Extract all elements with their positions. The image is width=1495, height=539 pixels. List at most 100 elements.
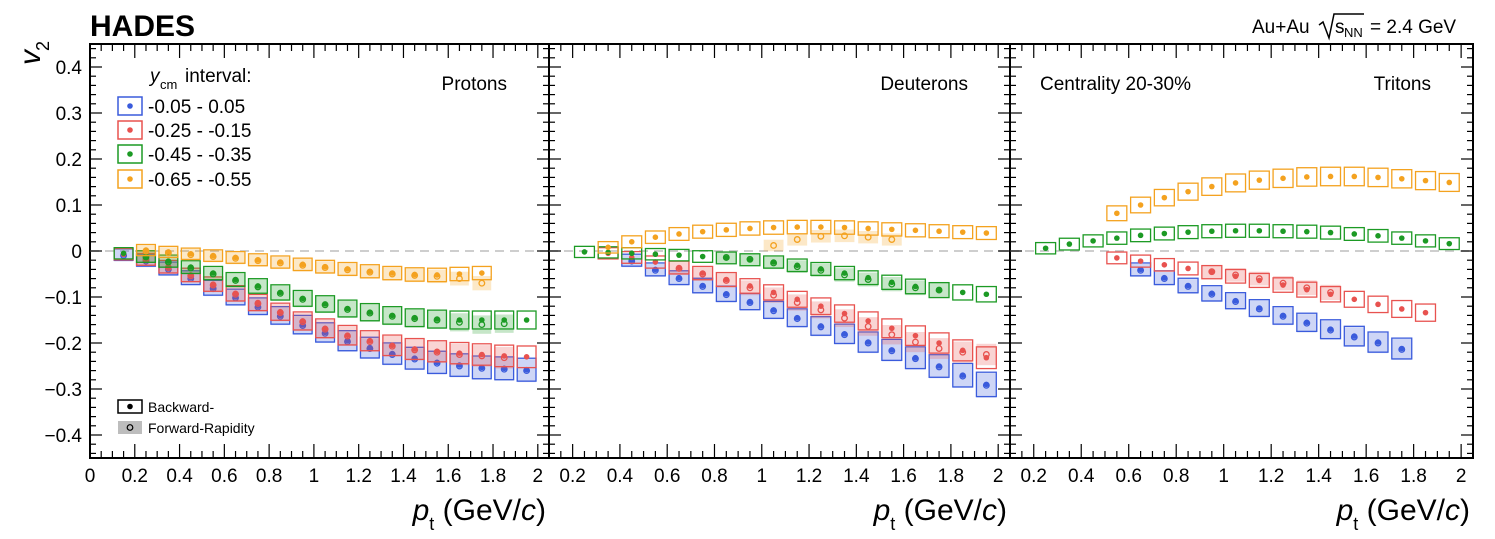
backward-sys-box	[247, 253, 268, 267]
x-tick-label: 1	[756, 466, 767, 487]
backward-point	[344, 337, 351, 344]
backward-sys-box	[904, 223, 927, 238]
backward-point	[1185, 282, 1191, 289]
backward-point	[434, 272, 440, 278]
y-tick-label: 0.2	[56, 150, 82, 171]
y-axis-label-main: v	[14, 48, 47, 65]
backward-point	[676, 264, 682, 271]
backward-point	[1209, 290, 1215, 297]
backward-sys-box	[786, 219, 808, 235]
backward-sys-box	[833, 220, 856, 235]
backward-sys-box	[1319, 319, 1342, 340]
backward-point	[1280, 312, 1286, 319]
legend-title-sub: cm	[160, 77, 177, 92]
x-tick-label: 1.6	[890, 466, 916, 487]
backward-sys-box	[621, 235, 643, 249]
backward-point	[1327, 229, 1334, 236]
backward-sys-box	[1296, 167, 1318, 187]
backward-point	[1327, 291, 1334, 298]
x-tick-label: 0.8	[1163, 466, 1189, 487]
forward-marker-label: Forward-Rapidity	[148, 420, 255, 436]
backward-point	[1114, 255, 1120, 261]
backward-point	[818, 266, 824, 272]
backward-sys-box	[1177, 277, 1199, 294]
backward-sys-box	[763, 284, 785, 301]
backward-point	[1351, 173, 1358, 180]
backward-point	[1303, 228, 1310, 235]
backward-sys-box	[1391, 168, 1413, 189]
backward-sys-box	[786, 290, 808, 308]
backward-point	[959, 347, 966, 354]
backward-sys-box	[203, 249, 224, 263]
forward-point	[888, 236, 896, 243]
backward-sys-box	[810, 297, 832, 316]
x-tick-label: 0.4	[166, 466, 193, 487]
backward-point	[277, 289, 284, 296]
forward-sys-box	[858, 317, 879, 336]
x-axis-label: pt (GeV/c)	[1336, 494, 1470, 534]
backward-sys-box	[494, 310, 515, 330]
backward-sys-box	[692, 265, 714, 281]
x-tick-label: 1.4	[843, 466, 870, 487]
legend-dot-c065	[127, 176, 133, 182]
centrality-label: Centrality 20-30%	[1040, 74, 1191, 95]
forward-sys-box	[763, 239, 784, 252]
backward-sys-box	[1153, 257, 1175, 272]
backward-point	[1280, 228, 1286, 235]
backward-sys-box	[810, 261, 832, 277]
backward-sys-box	[292, 289, 313, 307]
forward-sys-box	[881, 325, 902, 345]
backward-point	[299, 261, 306, 268]
backward-sys-box	[1296, 312, 1318, 333]
panel-title: Deuterons	[880, 74, 968, 95]
backward-sys-box	[1367, 295, 1389, 314]
backward-point	[1280, 282, 1286, 288]
backward-point	[187, 264, 194, 270]
series-c065	[1106, 166, 1460, 222]
backward-point	[1303, 319, 1310, 326]
backward-point	[299, 295, 306, 302]
backward-sys-box	[763, 255, 785, 269]
backward-sys-box	[1414, 234, 1437, 248]
backward-sys-box	[1438, 237, 1460, 251]
legend-dot-c045	[127, 151, 133, 157]
backward-sys-box	[668, 248, 690, 262]
backward-sys-box	[881, 318, 903, 339]
backward-point	[770, 289, 777, 296]
backward-sys-box	[1367, 228, 1389, 243]
backward-marker-label: Backward-	[148, 399, 214, 415]
backward-sys-box	[1296, 281, 1318, 298]
forward-marker-box	[118, 421, 142, 434]
backward-sys-box	[763, 300, 785, 319]
backward-point	[299, 318, 306, 324]
backward-sys-box	[739, 253, 761, 267]
backward-point	[389, 312, 396, 319]
legend-dot-c005	[127, 103, 133, 109]
backward-sys-box	[1367, 331, 1389, 353]
backward-point	[747, 298, 753, 305]
backward-point	[434, 316, 440, 322]
forward-sys-box	[472, 276, 492, 291]
backward-point	[794, 262, 801, 269]
backward-point	[959, 229, 966, 235]
backward-point	[1375, 233, 1381, 239]
backward-sys-box	[382, 334, 403, 357]
backward-point	[936, 228, 942, 235]
backward-sys-box	[857, 311, 879, 331]
forward-sys-box	[450, 271, 469, 286]
experiment-label: HADES	[90, 10, 195, 43]
x-tick-label: 1.8	[480, 466, 506, 487]
x-tick-label: 1.2	[796, 466, 822, 487]
backward-point	[322, 325, 328, 332]
backward-point	[1114, 235, 1120, 241]
backward-sys-box	[644, 230, 666, 245]
backward-point	[936, 340, 942, 346]
backward-sys-box	[952, 362, 974, 388]
backward-point	[1042, 245, 1049, 252]
backward-point	[255, 299, 261, 306]
backward-point	[1327, 173, 1334, 180]
backward-point	[479, 270, 485, 276]
backward-sys-box	[1129, 228, 1152, 243]
backward-point	[959, 372, 966, 379]
backward-point	[1185, 188, 1191, 195]
